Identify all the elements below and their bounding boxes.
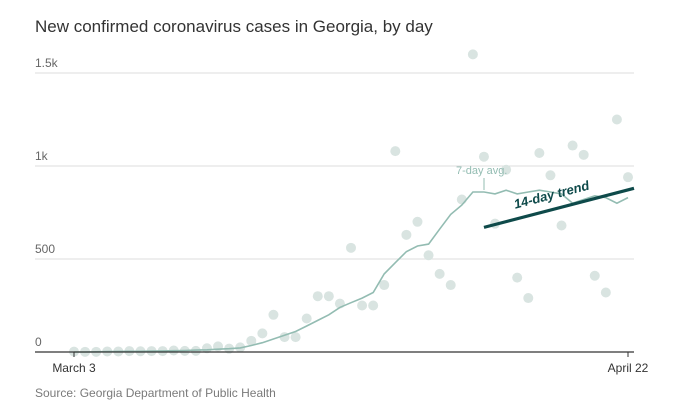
case-dot [512,272,523,283]
case-dot [556,220,567,231]
y-axis-labels: 0 500 1k 1.5k [35,56,59,349]
case-dot [600,287,611,298]
source-note: Source: Georgia Department of Public Hea… [35,386,276,400]
case-dot [534,147,545,158]
case-dot [257,328,268,339]
x-tick-label: April 22 [608,361,649,375]
case-dot [357,300,368,311]
x-tick-label: March 3 [52,361,96,375]
case-dot [501,164,512,175]
case-dot [290,332,301,343]
case-dot [623,172,633,183]
case-dot [312,291,323,302]
case-dot [423,250,434,261]
case-dot [390,146,401,157]
case-dot [545,170,556,181]
trend-line [483,186,635,229]
y-tick-label: 1.5k [35,56,59,70]
case-dot [246,335,257,346]
case-dot [467,49,478,60]
case-dot [346,242,356,253]
case-dot [456,194,467,205]
gridlines [35,72,634,260]
case-dot [523,293,534,304]
seven-day-average-label: 7-day avg. [456,165,507,177]
y-tick-label: 500 [35,242,55,256]
case-dot [567,140,578,151]
case-dot [412,216,423,227]
case-dot [445,280,456,291]
x-axis-ticks: March 3 April 22 [52,352,649,375]
case-dot [201,343,212,354]
daily-case-dots [69,49,633,357]
case-dot [268,309,279,320]
case-dot [589,270,600,281]
case-dot [368,300,379,311]
seven-day-average-line [74,189,629,353]
case-dot [401,229,412,240]
y-tick-label: 1k [35,149,49,163]
y-tick-label: 0 [35,335,42,349]
case-dot [578,149,589,160]
case-dot [323,291,334,302]
case-dot [434,268,445,279]
case-dot [379,280,390,291]
trend-label: 14-day trend [512,177,592,211]
case-dot [478,151,489,162]
case-dot [611,114,622,125]
chart-title: New confirmed coronavirus cases in Georg… [35,17,433,36]
case-dot [301,313,312,324]
